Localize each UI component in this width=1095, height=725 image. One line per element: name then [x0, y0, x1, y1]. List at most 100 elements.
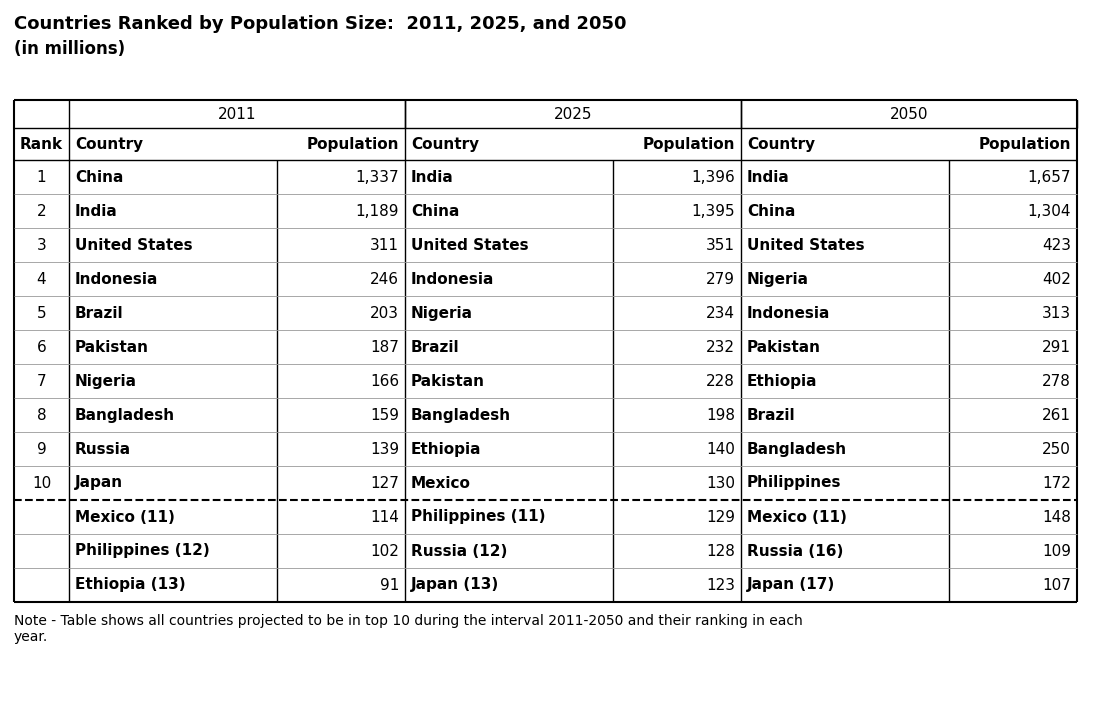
- Text: 123: 123: [706, 578, 735, 592]
- Text: Nigeria: Nigeria: [747, 271, 809, 286]
- Text: 2025: 2025: [554, 107, 592, 122]
- Text: Bangladesh: Bangladesh: [411, 407, 511, 423]
- Text: 102: 102: [370, 544, 399, 558]
- Text: Philippines (11): Philippines (11): [411, 510, 545, 524]
- Text: Countries Ranked by Population Size:  2011, 2025, and 2050: Countries Ranked by Population Size: 201…: [14, 15, 626, 33]
- Text: Pakistan: Pakistan: [74, 339, 149, 355]
- Text: Nigeria: Nigeria: [411, 305, 473, 320]
- Text: Brazil: Brazil: [411, 339, 460, 355]
- Text: 3: 3: [36, 238, 46, 252]
- Text: United States: United States: [411, 238, 529, 252]
- Text: 91: 91: [380, 578, 399, 592]
- Text: China: China: [747, 204, 795, 218]
- Text: 1,189: 1,189: [356, 204, 399, 218]
- Text: Pakistan: Pakistan: [747, 339, 821, 355]
- Text: United States: United States: [74, 238, 193, 252]
- Text: India: India: [747, 170, 789, 184]
- Text: Ethiopia: Ethiopia: [411, 442, 482, 457]
- Text: Japan: Japan: [74, 476, 123, 491]
- Text: 261: 261: [1042, 407, 1071, 423]
- Text: Population: Population: [307, 136, 399, 152]
- Text: 232: 232: [706, 339, 735, 355]
- Text: India: India: [74, 204, 118, 218]
- Text: Note - Table shows all countries projected to be in top 10 during the interval 2: Note - Table shows all countries project…: [14, 614, 803, 645]
- Text: Brazil: Brazil: [747, 407, 796, 423]
- Text: United States: United States: [747, 238, 865, 252]
- Text: Indonesia: Indonesia: [747, 305, 830, 320]
- Text: Philippines (12): Philippines (12): [74, 544, 210, 558]
- Text: 351: 351: [706, 238, 735, 252]
- Text: 2050: 2050: [890, 107, 929, 122]
- Text: 2011: 2011: [218, 107, 256, 122]
- Text: 4: 4: [37, 271, 46, 286]
- Text: Indonesia: Indonesia: [74, 271, 159, 286]
- Text: 172: 172: [1042, 476, 1071, 491]
- Text: 8: 8: [37, 407, 46, 423]
- Text: 166: 166: [370, 373, 399, 389]
- Text: Russia (16): Russia (16): [747, 544, 843, 558]
- Text: Mexico (11): Mexico (11): [747, 510, 846, 524]
- Text: India: India: [411, 170, 453, 184]
- Text: 9: 9: [36, 442, 46, 457]
- Text: Japan (13): Japan (13): [411, 578, 499, 592]
- Text: 279: 279: [706, 271, 735, 286]
- Text: 128: 128: [706, 544, 735, 558]
- Text: 129: 129: [706, 510, 735, 524]
- Text: Japan (17): Japan (17): [747, 578, 835, 592]
- Text: 127: 127: [370, 476, 399, 491]
- Text: Population: Population: [979, 136, 1071, 152]
- Text: 1,337: 1,337: [356, 170, 399, 184]
- Text: Russia: Russia: [74, 442, 131, 457]
- Text: 2: 2: [37, 204, 46, 218]
- Text: 6: 6: [36, 339, 46, 355]
- Text: (in millions): (in millions): [14, 40, 125, 58]
- Text: Mexico: Mexico: [411, 476, 471, 491]
- Text: Ethiopia: Ethiopia: [747, 373, 818, 389]
- Text: 148: 148: [1042, 510, 1071, 524]
- Text: 130: 130: [706, 476, 735, 491]
- Text: 140: 140: [706, 442, 735, 457]
- Text: 114: 114: [370, 510, 399, 524]
- Text: Population: Population: [643, 136, 735, 152]
- Text: 1,657: 1,657: [1027, 170, 1071, 184]
- Text: 5: 5: [37, 305, 46, 320]
- Text: 1,395: 1,395: [691, 204, 735, 218]
- Text: 402: 402: [1042, 271, 1071, 286]
- Text: Bangladesh: Bangladesh: [747, 442, 848, 457]
- Text: Indonesia: Indonesia: [411, 271, 494, 286]
- Text: Country: Country: [747, 136, 815, 152]
- Text: 109: 109: [1042, 544, 1071, 558]
- Text: Rank: Rank: [20, 136, 64, 152]
- Text: Country: Country: [411, 136, 480, 152]
- Text: 1,304: 1,304: [1027, 204, 1071, 218]
- Text: 246: 246: [370, 271, 399, 286]
- Text: 250: 250: [1042, 442, 1071, 457]
- Text: Russia (12): Russia (12): [411, 544, 507, 558]
- Text: Nigeria: Nigeria: [74, 373, 137, 389]
- Text: Bangladesh: Bangladesh: [74, 407, 175, 423]
- Text: Pakistan: Pakistan: [411, 373, 485, 389]
- Text: 198: 198: [706, 407, 735, 423]
- Text: 234: 234: [706, 305, 735, 320]
- Text: Mexico (11): Mexico (11): [74, 510, 175, 524]
- Text: 159: 159: [370, 407, 399, 423]
- Text: 107: 107: [1042, 578, 1071, 592]
- Text: 228: 228: [706, 373, 735, 389]
- Text: 10: 10: [32, 476, 51, 491]
- Text: China: China: [74, 170, 124, 184]
- Text: 203: 203: [370, 305, 399, 320]
- Text: 1,396: 1,396: [691, 170, 735, 184]
- Text: Country: Country: [74, 136, 143, 152]
- Text: 139: 139: [370, 442, 399, 457]
- Text: 278: 278: [1042, 373, 1071, 389]
- Text: Brazil: Brazil: [74, 305, 124, 320]
- Text: Philippines: Philippines: [747, 476, 841, 491]
- Text: 311: 311: [370, 238, 399, 252]
- Text: China: China: [411, 204, 460, 218]
- Text: 1: 1: [37, 170, 46, 184]
- Text: Ethiopia (13): Ethiopia (13): [74, 578, 186, 592]
- Text: 7: 7: [37, 373, 46, 389]
- Text: 291: 291: [1042, 339, 1071, 355]
- Text: 423: 423: [1042, 238, 1071, 252]
- Text: 313: 313: [1041, 305, 1071, 320]
